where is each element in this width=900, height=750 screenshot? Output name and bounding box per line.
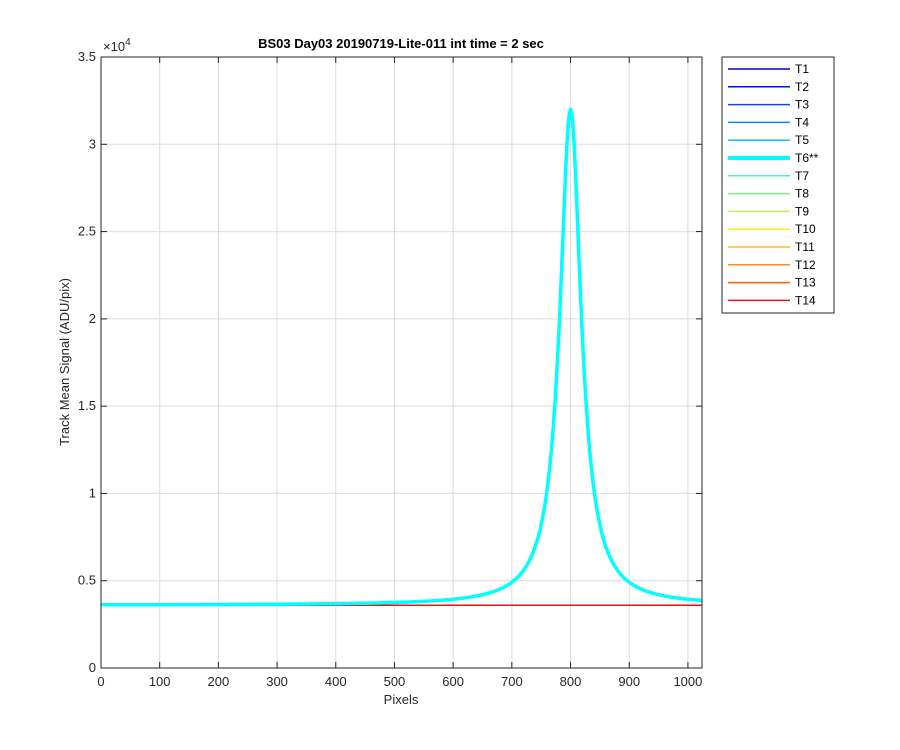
y-tick-label: 3.5 — [78, 49, 96, 64]
x-tick-label: 800 — [560, 674, 582, 689]
axes-box — [100, 56, 703, 669]
legend-label: T14 — [795, 293, 816, 307]
x-axis-label: Pixels — [384, 692, 419, 707]
series-lines — [100, 107, 703, 607]
legend-label: T5 — [795, 133, 809, 147]
x-tick-label: 600 — [442, 674, 464, 689]
x-tick-label: 300 — [266, 674, 288, 689]
x-tick-label: 0 — [97, 674, 104, 689]
legend-label: T6** — [795, 151, 819, 165]
chart-title: BS03 Day03 20190719-Lite-011 int time = … — [258, 36, 544, 51]
y-axis-label: Track Mean Signal (ADU/pix) — [57, 278, 72, 446]
legend-label: T3 — [795, 98, 809, 112]
grid-lines — [100, 56, 702, 669]
legend: T1 T2 T3 T4 T5 T6** T7 T8 T9 T10 T11 T12 T13 T14 — [721, 56, 835, 314]
x-tick-label: 100 — [149, 674, 171, 689]
axis-ticks: 0 100 200 300 400 500 600 700 800 900 1000 0 0.5 1 1.5… — [78, 49, 702, 689]
y-tick-label: 2 — [89, 311, 96, 326]
legend-label: T9 — [795, 204, 809, 218]
y-tick-label: 0.5 — [78, 573, 96, 588]
y-tick-label: 1.5 — [78, 398, 96, 413]
y-axis-exponent: ×104 — [103, 37, 131, 54]
x-tick-label: 500 — [384, 674, 406, 689]
y-tick-label: 1 — [89, 485, 96, 500]
legend-label: T1 — [795, 62, 809, 76]
x-tick-label: 700 — [501, 674, 523, 689]
legend-label: T4 — [795, 115, 809, 129]
x-tick-label: 900 — [618, 674, 640, 689]
legend-label: T12 — [795, 258, 816, 272]
legend-label: T13 — [795, 276, 816, 290]
legend-label: T10 — [795, 222, 816, 236]
legend-label: T11 — [795, 240, 815, 254]
y-tick-label: 2.5 — [78, 224, 96, 239]
x-tick-label: 400 — [325, 674, 347, 689]
legend-label: T8 — [795, 187, 809, 201]
legend-label: T2 — [795, 80, 809, 94]
legend-label: T7 — [795, 169, 809, 183]
x-tick-label: 200 — [208, 674, 230, 689]
svg-text:×104: ×104 — [103, 37, 131, 54]
legend-box — [721, 56, 835, 314]
y-tick-label: 3 — [89, 136, 96, 151]
series-line-t6 — [100, 107, 703, 607]
y-tick-label: 0 — [89, 660, 96, 675]
x-tick-label: 1000 — [673, 674, 702, 689]
